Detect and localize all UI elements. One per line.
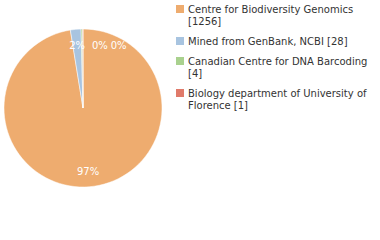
legend-label: Mined from GenBank, NCBI [28] (188, 36, 348, 47)
legend-swatch (176, 5, 184, 13)
legend-swatch (176, 57, 184, 65)
legend-label: Canadian Centre for DNA Barcoding[4] (188, 56, 367, 79)
legend-swatch (176, 89, 184, 97)
pie-slice (4, 29, 162, 187)
data-label: 0% (92, 40, 108, 51)
legend-label: Biology department of University ofFlore… (188, 88, 367, 111)
chart: 97% 2% 0%0% Centre for Biodiversity Genomic… (0, 0, 380, 240)
legend-swatch (176, 37, 184, 45)
legend-label: Centre for Biodiversity Genomics[1256] (188, 4, 353, 27)
legend: Centre for Biodiversity Genomics[1256] Mi… (176, 4, 367, 111)
data-label: 97% (77, 166, 99, 177)
pie (4, 29, 162, 187)
data-labels: 97% 2% 0%0% (69, 40, 126, 177)
data-label: 0% (111, 40, 127, 51)
data-label: 2% (69, 40, 85, 51)
